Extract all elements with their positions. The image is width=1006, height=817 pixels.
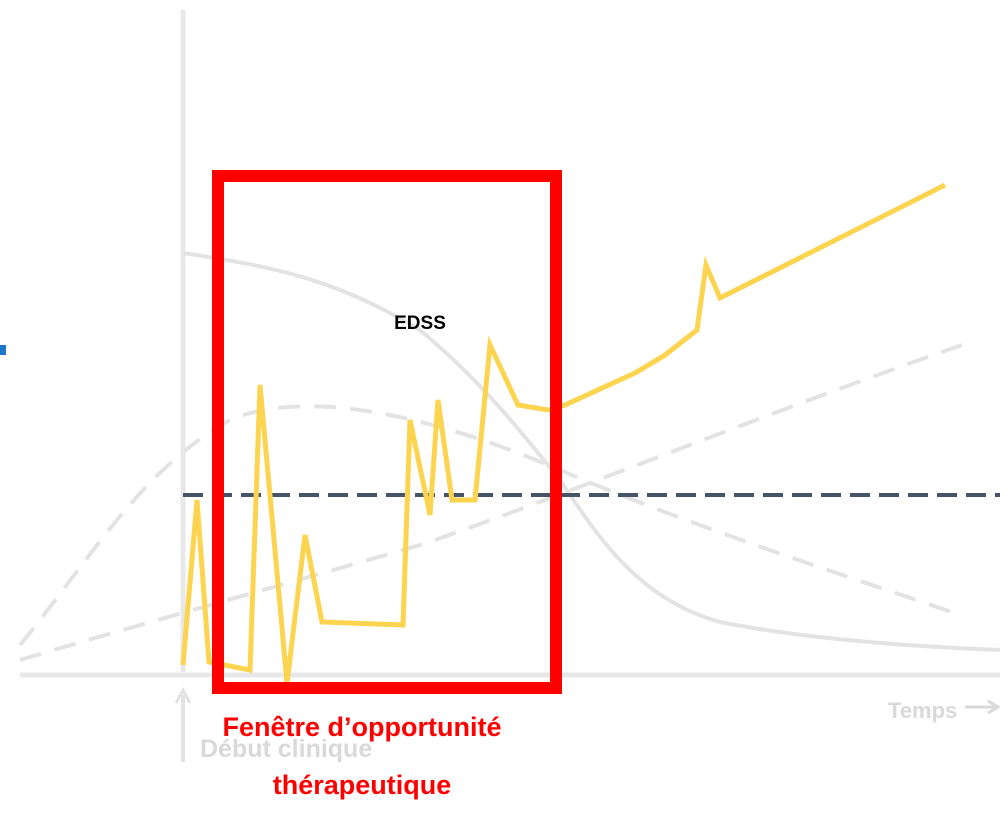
window-label: thérapeutique <box>273 770 452 800</box>
x-axis-label: Temps <box>888 698 957 723</box>
window-label: Fenêtre d’opportunité <box>223 712 502 742</box>
edss-line <box>180 182 947 684</box>
onset-label: Début clinique <box>200 735 372 763</box>
onset-arrow-head <box>174 686 192 704</box>
x-arrow-head <box>987 699 1001 715</box>
curve-label: EDSS <box>394 313 446 334</box>
window-box <box>212 170 562 694</box>
edge-mark <box>0 345 6 355</box>
dashed-curve <box>19 343 963 662</box>
dashed-curve <box>18 404 961 647</box>
